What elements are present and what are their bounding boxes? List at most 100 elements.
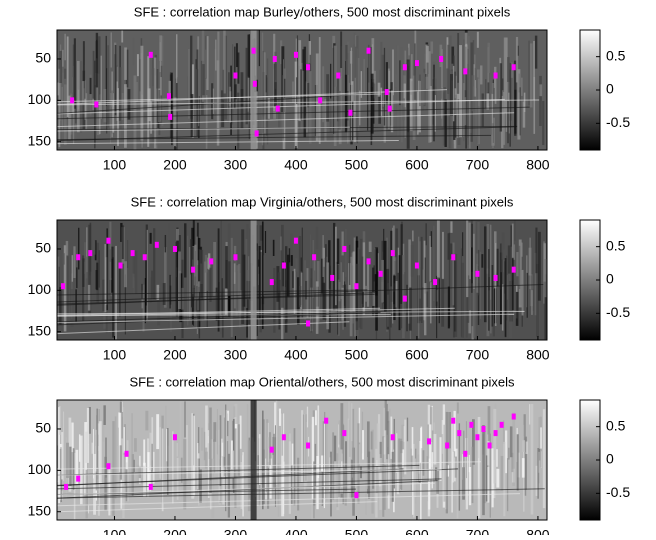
texture-stripe [430, 41, 434, 54]
texture-stripe [431, 430, 434, 453]
texture-stripe [523, 92, 526, 113]
discriminant-pixel [414, 60, 419, 67]
texture-stripe [451, 451, 454, 483]
texture-stripe [213, 441, 216, 474]
texture-stripe [63, 411, 65, 482]
discriminant-pixel [451, 254, 456, 261]
texture-stripe [529, 43, 533, 108]
texture-line [56, 93, 381, 103]
texture-stripe [418, 236, 420, 339]
texture-stripe [423, 240, 426, 321]
texture-stripe [530, 403, 534, 515]
discriminant-pixel [469, 421, 474, 428]
texture-stripe [509, 62, 512, 121]
texture-stripe [495, 248, 499, 287]
texture-stripe [349, 256, 353, 337]
texture-stripe [352, 251, 356, 312]
texture-stripe [295, 77, 298, 104]
texture-stripe [293, 428, 296, 506]
texture-stripe [409, 78, 413, 132]
texture-stripe [466, 220, 469, 298]
texture-stripe [153, 57, 157, 149]
texture-stripe [203, 431, 207, 461]
texture-stripe [448, 232, 451, 327]
texture-stripe [126, 440, 129, 502]
texture-stripe [204, 254, 208, 273]
texture-stripe [322, 282, 326, 320]
discriminant-pixel [88, 250, 93, 257]
texture-stripe [461, 79, 464, 131]
discriminant-pixel [433, 279, 438, 286]
texture-stripe [471, 75, 475, 112]
texture-stripe [413, 458, 417, 498]
discriminant-pixel [499, 421, 504, 428]
texture-stripe [359, 466, 363, 479]
y-tick-label: 100 [28, 91, 52, 107]
texture-stripe [476, 253, 479, 267]
texture-stripe [544, 259, 547, 298]
texture-stripe [535, 465, 538, 496]
texture-stripe [338, 467, 340, 498]
texture-stripe [145, 256, 148, 306]
texture-stripe [517, 69, 521, 140]
texture-stripe [204, 261, 207, 321]
panel-title: SFE : correlation map Burley/others, 500… [134, 4, 511, 19]
texture-stripe [457, 32, 460, 83]
texture-stripe [314, 410, 317, 426]
x-tick-label: 600 [405, 347, 429, 363]
texture-stripe [188, 247, 191, 321]
texture-stripe [73, 246, 76, 279]
texture-stripe [140, 283, 144, 299]
texture-stripe [323, 423, 326, 509]
discriminant-pixel [148, 51, 153, 58]
discriminant-pixel [463, 68, 468, 75]
discriminant-pixel [76, 254, 81, 261]
texture-stripe [537, 231, 541, 301]
discriminant-pixel [64, 483, 69, 490]
texture-stripe [487, 42, 490, 73]
texture-stripe [329, 93, 332, 133]
discriminant-pixel [451, 417, 456, 424]
texture-stripe [343, 284, 347, 327]
texture-stripe [454, 94, 457, 138]
texture-stripe [280, 236, 282, 251]
texture-stripe [522, 440, 526, 453]
texture-stripe [125, 49, 129, 88]
texture-stripe [370, 431, 373, 450]
texture-stripe [410, 54, 413, 82]
texture-stripe [267, 98, 270, 119]
texture-stripe [296, 35, 299, 96]
texture-stripe [469, 279, 472, 311]
texture-stripe [518, 245, 521, 290]
texture-stripe [341, 231, 344, 256]
texture-stripe [295, 258, 298, 272]
texture-stripe [115, 245, 117, 340]
texture-stripe [221, 278, 223, 316]
discriminant-pixel [378, 270, 383, 277]
texture-stripe [392, 227, 394, 324]
x-tick-label: 300 [224, 347, 248, 363]
texture-stripe [468, 454, 471, 473]
texture-stripe [65, 240, 69, 256]
heatmap-texture [56, 30, 547, 150]
texture-stripe [185, 425, 189, 479]
texture-stripe [194, 250, 197, 302]
discriminant-pixel [439, 55, 444, 62]
texture-stripe [507, 101, 509, 144]
texture-stripe [412, 75, 416, 141]
texture-stripe [96, 415, 98, 485]
texture-stripe [145, 88, 149, 122]
discriminant-pixel [463, 450, 468, 457]
texture-stripe [71, 422, 74, 453]
texture-stripe [179, 401, 182, 501]
texture-stripe [297, 277, 300, 325]
discriminant-pixel [293, 237, 298, 244]
texture-stripe [444, 278, 448, 294]
texture-stripe [351, 81, 355, 102]
texture-stripe [425, 223, 428, 246]
texture-stripe [378, 90, 381, 124]
texture-stripe [528, 40, 530, 106]
discriminant-pixel [475, 434, 480, 441]
colorbar-tick-label: 0 [606, 451, 614, 467]
discriminant-pixel [76, 475, 81, 482]
